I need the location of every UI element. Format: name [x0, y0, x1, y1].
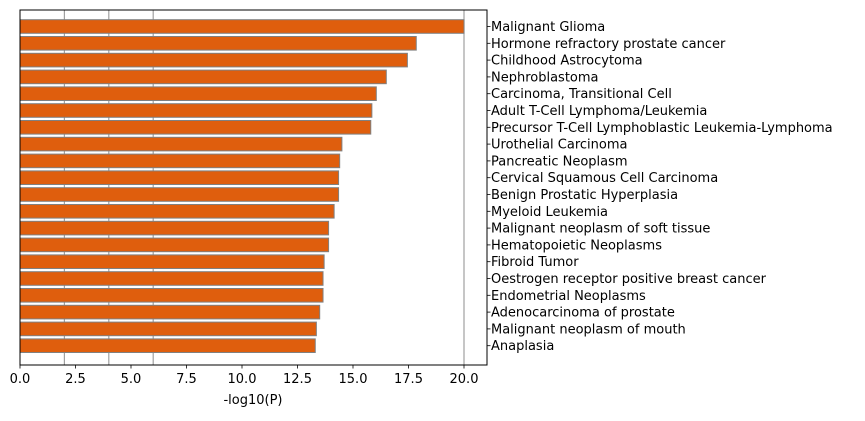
x-tick-label: 2.5 [65, 372, 86, 387]
x-tick-label: 17.5 [394, 372, 423, 387]
bar [19, 120, 372, 135]
bar [19, 321, 317, 337]
category-label: Hormone refractory prostate cancer [491, 37, 726, 52]
x-axis-ticks: 0.0 2.5 5.0 7.5 10.0 12.5 15.0 17.5 20.0 [10, 365, 479, 387]
bar [19, 170, 340, 185]
bar [19, 304, 321, 320]
category-label: Adenocarcinoma of prostate [491, 306, 675, 321]
category-label: Precursor T-Cell Lymphoblastic Leukemia-… [491, 121, 833, 136]
x-tick-label: 7.5 [176, 372, 197, 387]
category-label: Myeloid Leukemia [491, 205, 608, 220]
category-label: Fibroid Tumor [491, 255, 579, 270]
bar [19, 136, 343, 152]
category-label: Hematopoietic Neoplasms [491, 238, 662, 253]
category-label: Malignant neoplasm of mouth [491, 322, 686, 337]
category-label: Pancreatic Neoplasm [491, 154, 628, 169]
category-label: Benign Prostatic Hyperplasia [491, 188, 678, 203]
bars [19, 19, 465, 353]
category-label: Malignant neoplasm of soft tissue [491, 222, 710, 237]
category-label: Nephroblastoma [491, 70, 599, 85]
bar [19, 52, 408, 68]
x-tick-label: 10.0 [228, 372, 257, 387]
plot-frame [19, 9, 488, 366]
category-label: Malignant Glioma [491, 20, 605, 35]
bar [19, 19, 465, 34]
bar [19, 288, 324, 303]
category-labels: Malignant Glioma Hormone refractory prost… [487, 20, 833, 354]
category-label: Childhood Astrocytoma [491, 54, 643, 69]
category-label: Urothelial Carcinoma [491, 138, 627, 153]
bar [19, 254, 325, 269]
bar [19, 36, 417, 51]
bar [19, 271, 324, 286]
bar [19, 103, 373, 118]
category-label: Anaplasia [491, 339, 554, 354]
bar [19, 69, 387, 85]
bar [19, 153, 341, 169]
category-label: Cervical Squamous Cell Carcinoma [491, 171, 718, 186]
category-label: Adult T-Cell Lymphoma/Leukemia [491, 104, 707, 119]
x-tick-label: 5.0 [121, 372, 142, 387]
category-label: Endometrial Neoplasms [491, 289, 646, 304]
x-tick-label: 15.0 [339, 372, 368, 387]
x-tick-label: 0.0 [10, 372, 31, 387]
category-label: Carcinoma, Transitional Cell [491, 87, 672, 102]
x-tick-label: 12.5 [283, 372, 312, 387]
x-axis-label: -log10(P) [223, 393, 282, 408]
x-tick-label: 20.0 [450, 372, 479, 387]
bar [19, 204, 335, 219]
bar [19, 237, 330, 253]
bar [19, 338, 316, 353]
category-label: Oestrogen receptor positive breast cance… [491, 272, 767, 287]
bar [19, 187, 340, 202]
bar [19, 220, 330, 236]
bar [19, 86, 377, 102]
